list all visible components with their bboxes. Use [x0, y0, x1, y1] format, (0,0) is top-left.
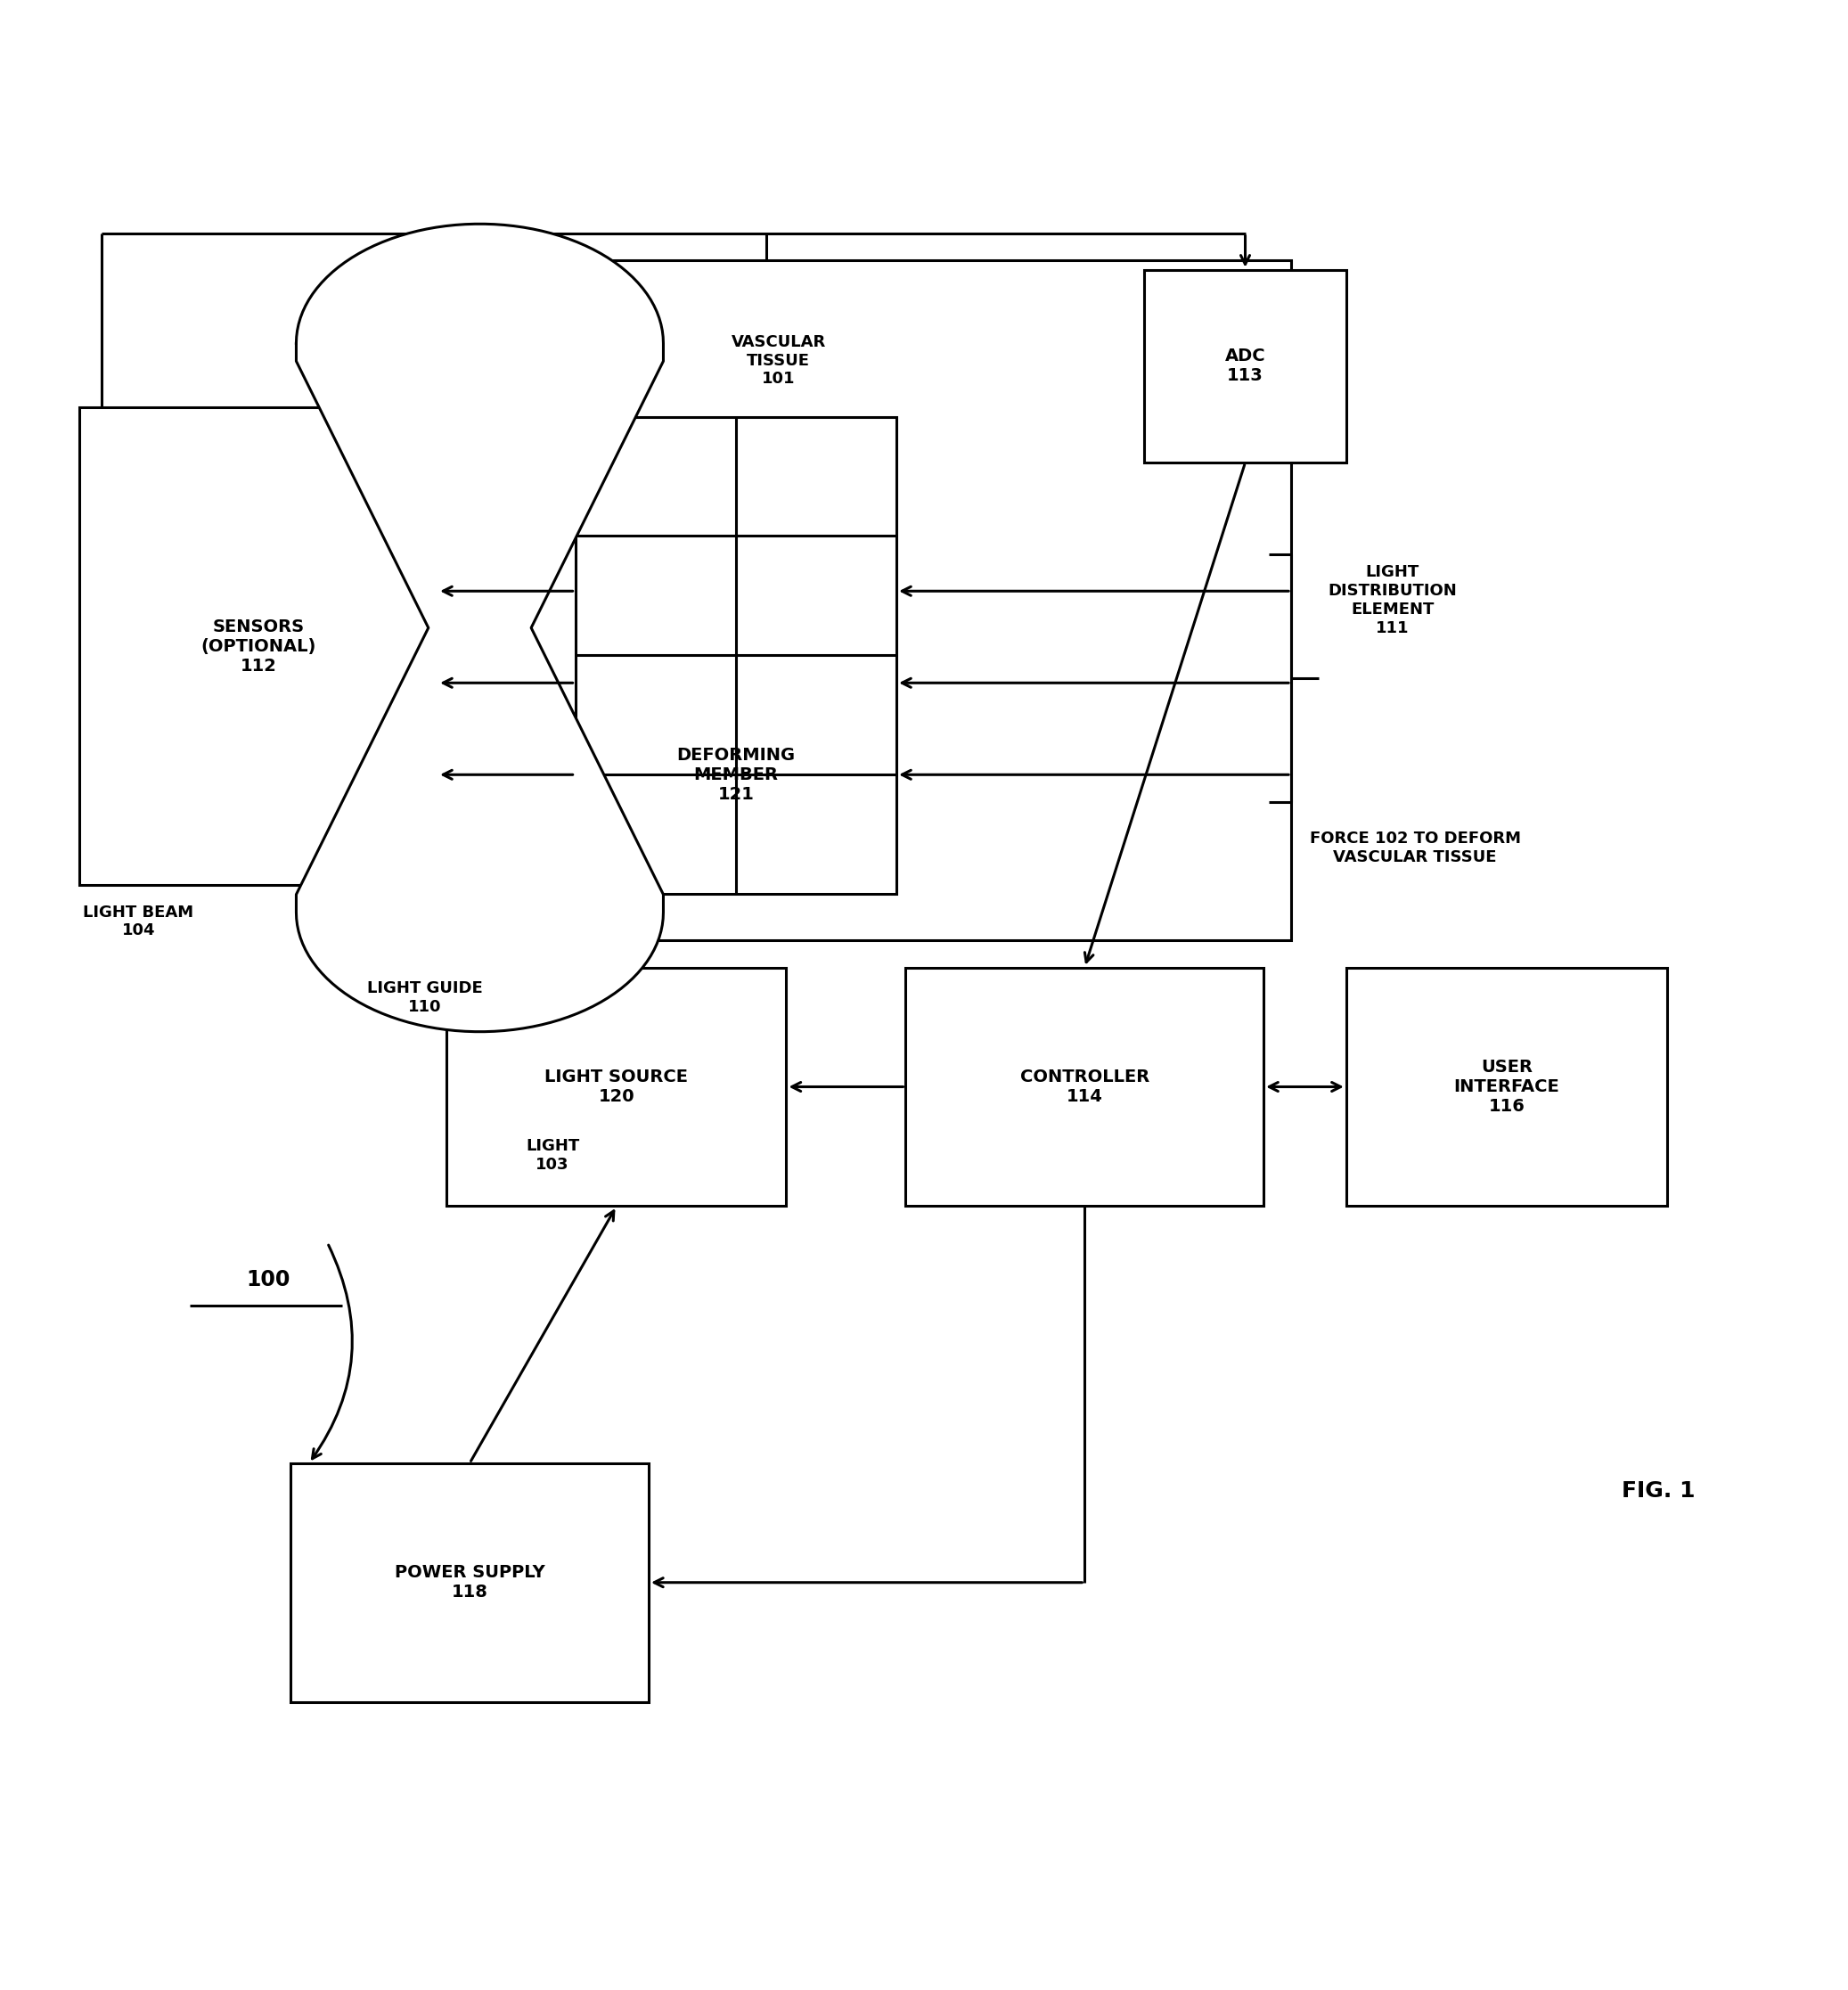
Text: DEFORMING
MEMBER
121: DEFORMING MEMBER 121: [676, 746, 795, 802]
Text: LIGHT SOURCE
120: LIGHT SOURCE 120: [545, 1069, 687, 1104]
FancyBboxPatch shape: [575, 416, 896, 894]
Text: 100: 100: [246, 1270, 290, 1290]
FancyBboxPatch shape: [290, 1463, 649, 1701]
FancyBboxPatch shape: [1144, 271, 1345, 462]
Text: LIGHT
103: LIGHT 103: [525, 1138, 580, 1172]
Text: SENSORS
(OPTIONAL)
112: SENSORS (OPTIONAL) 112: [201, 619, 316, 675]
Text: USER
INTERFACE
116: USER INTERFACE 116: [1454, 1059, 1560, 1114]
Polygon shape: [296, 225, 663, 1031]
FancyBboxPatch shape: [79, 408, 438, 886]
Text: FIG. 1: FIG. 1: [1621, 1481, 1695, 1500]
Text: POWER SUPPLY
118: POWER SUPPLY 118: [394, 1564, 545, 1600]
FancyBboxPatch shape: [484, 261, 1292, 939]
Text: VASCULAR
TISSUE
101: VASCULAR TISSUE 101: [732, 334, 826, 388]
FancyBboxPatch shape: [1345, 967, 1667, 1206]
Text: LIGHT
DISTRIBUTION
ELEMENT
111: LIGHT DISTRIBUTION ELEMENT 111: [1329, 565, 1456, 637]
FancyBboxPatch shape: [906, 967, 1264, 1206]
Text: CONTROLLER
114: CONTROLLER 114: [1020, 1069, 1149, 1104]
FancyBboxPatch shape: [447, 967, 787, 1206]
Text: LIGHT GUIDE
110: LIGHT GUIDE 110: [368, 981, 482, 1015]
Text: LIGHT BEAM
104: LIGHT BEAM 104: [83, 903, 194, 939]
Text: FORCE 102 TO DEFORM
VASCULAR TISSUE: FORCE 102 TO DEFORM VASCULAR TISSUE: [1310, 832, 1521, 866]
Text: ADC
113: ADC 113: [1225, 348, 1266, 384]
